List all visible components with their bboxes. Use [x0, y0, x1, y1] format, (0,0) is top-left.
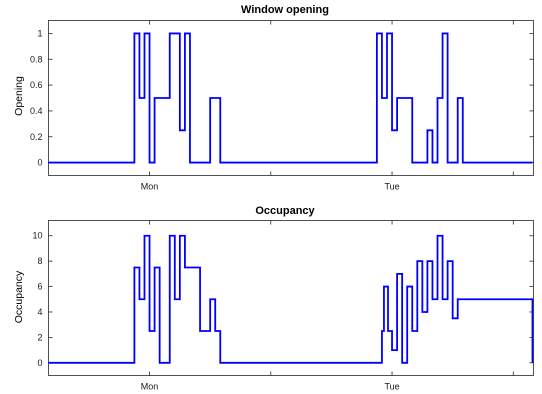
y-tick-label: 6 [37, 282, 42, 292]
series-lines [48, 234, 534, 364]
axes-box [48, 220, 534, 376]
chart-title: Occupancy [255, 205, 315, 217]
tick-labels: 0 0.2 0.4 0.6 0.8 1 Mon Tue [30, 28, 400, 191]
series-line [48, 32, 533, 164]
x-tick-label: Tue [384, 182, 399, 192]
x-tick-label: Tue [384, 382, 399, 392]
y-tick-label: 10 [32, 231, 42, 241]
y-tick-label: 4 [37, 307, 42, 317]
y-tick-label: 1 [37, 28, 42, 38]
x-tick-label: Mon [141, 182, 159, 192]
ticks [48, 20, 534, 176]
y-axis-label: Opening [13, 76, 25, 116]
y-tick-label: 0.8 [30, 54, 43, 64]
y-tick-label: 0.6 [30, 80, 43, 90]
series-line [48, 234, 534, 364]
series-lines [48, 32, 533, 164]
x-tick-label: Mon [141, 382, 159, 392]
tick-labels: 0 2 4 6 8 10 Mon Tue [32, 231, 399, 392]
y-tick-label: 0.4 [30, 106, 43, 116]
window-opening-chart: Window opening Opening 0 0.2 0.4 0.6 0.8 1 Mon… [13, 4, 534, 192]
y-tick-label: 8 [37, 256, 42, 266]
y-axis-label: Occupancy [13, 270, 25, 323]
y-tick-label: 0.2 [30, 132, 43, 142]
ticks [48, 220, 534, 376]
axes-box [48, 20, 534, 176]
chart-title: Window opening [241, 4, 329, 16]
y-tick-label: 0 [37, 158, 42, 168]
occupancy-chart: Occupancy Occupancy 0 2 4 6 8 10 Mon Tue [13, 205, 534, 392]
y-tick-label: 2 [37, 332, 42, 342]
y-tick-label: 0 [37, 358, 42, 368]
